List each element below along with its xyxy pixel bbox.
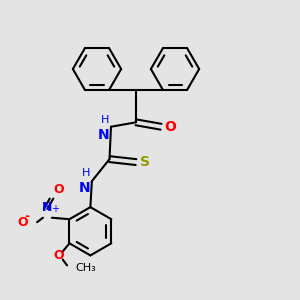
Text: O: O <box>54 183 64 196</box>
Text: +: + <box>51 204 59 214</box>
Text: N: N <box>42 201 52 214</box>
Text: S: S <box>140 155 149 169</box>
Text: O: O <box>165 120 176 134</box>
Text: H: H <box>82 168 90 178</box>
Text: N: N <box>79 181 90 195</box>
Text: H: H <box>101 115 110 125</box>
Text: N: N <box>98 128 109 142</box>
Text: O: O <box>54 249 64 262</box>
Text: -: - <box>25 210 30 223</box>
Text: CH₃: CH₃ <box>75 263 96 273</box>
Text: O: O <box>18 216 28 229</box>
